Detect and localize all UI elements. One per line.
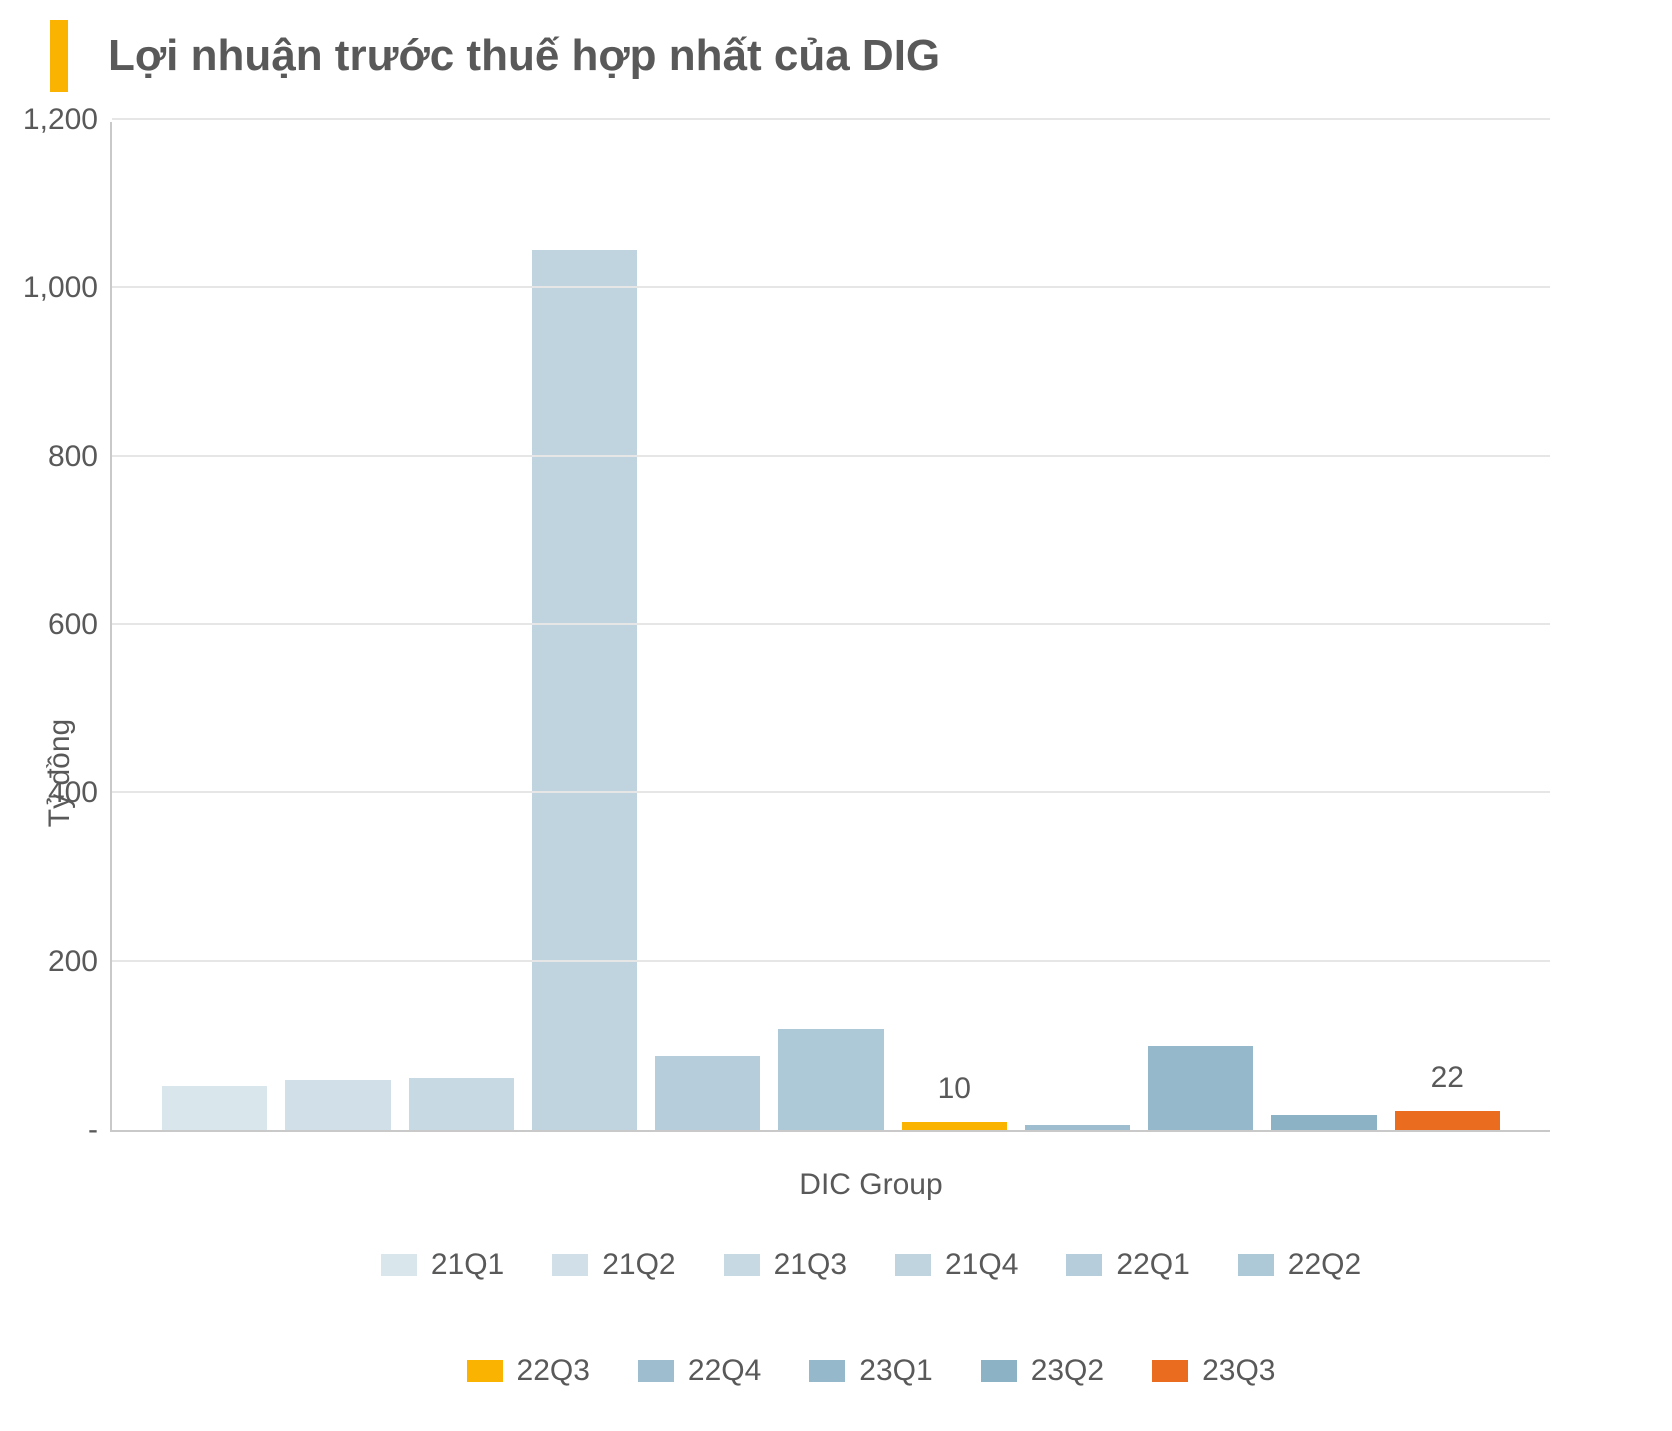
gridline bbox=[112, 623, 1550, 625]
bar-slot-22Q2 bbox=[778, 122, 883, 1130]
legend-label-21Q3: 21Q3 bbox=[774, 1248, 847, 1282]
bar-22Q3 bbox=[902, 1122, 1007, 1130]
legend-swatch-22Q3 bbox=[467, 1360, 503, 1382]
bar-slot-22Q4 bbox=[1025, 122, 1130, 1130]
legend-item-21Q1: 21Q1 bbox=[381, 1248, 504, 1282]
bar-22Q1 bbox=[655, 1056, 760, 1130]
y-tick-label: 800 bbox=[48, 440, 112, 474]
legend-item-22Q4: 22Q4 bbox=[638, 1354, 761, 1388]
legend-item-21Q3: 21Q3 bbox=[724, 1248, 847, 1282]
gridline bbox=[112, 286, 1550, 288]
gridline bbox=[112, 118, 1550, 120]
chart-title: Lợi nhuận trước thuế hợp nhất của DIG bbox=[108, 31, 940, 81]
legend-swatch-21Q3 bbox=[724, 1254, 760, 1276]
bar-23Q2 bbox=[1271, 1115, 1376, 1130]
chart-container: Lợi nhuận trước thuế hợp nhất của DIG Tỷ… bbox=[0, 0, 1672, 1431]
legend-item-23Q2: 23Q2 bbox=[981, 1354, 1104, 1388]
chart-wrap: Tỷ đồng 1022 -2004006008001,0001,200 DIC… bbox=[110, 122, 1632, 1424]
legend-item-21Q4: 21Q4 bbox=[895, 1248, 1018, 1282]
legend-swatch-21Q2 bbox=[552, 1254, 588, 1276]
bar-slot-21Q1 bbox=[162, 122, 267, 1130]
bar-slot-22Q1 bbox=[655, 122, 760, 1130]
bar-slot-23Q1 bbox=[1148, 122, 1253, 1130]
legend-item-23Q1: 23Q1 bbox=[809, 1354, 932, 1388]
legend-item-23Q3: 23Q3 bbox=[1152, 1354, 1275, 1388]
bar-23Q1 bbox=[1148, 1046, 1253, 1130]
y-tick-label: 200 bbox=[48, 945, 112, 979]
y-tick-label: 600 bbox=[48, 608, 112, 642]
legend-label-22Q2: 22Q2 bbox=[1288, 1248, 1361, 1282]
gridline bbox=[112, 960, 1550, 962]
legend-swatch-21Q4 bbox=[895, 1254, 931, 1276]
legend-label-22Q3: 22Q3 bbox=[517, 1354, 590, 1388]
legend-label-23Q2: 23Q2 bbox=[1031, 1354, 1104, 1388]
legend-label-22Q1: 22Q1 bbox=[1116, 1248, 1189, 1282]
legend-swatch-23Q3 bbox=[1152, 1360, 1188, 1382]
y-tick-label: 400 bbox=[48, 776, 112, 810]
legend-label-21Q1: 21Q1 bbox=[431, 1248, 504, 1282]
legend-swatch-22Q4 bbox=[638, 1360, 674, 1382]
gridline bbox=[112, 791, 1550, 793]
bar-slot-21Q2 bbox=[285, 122, 390, 1130]
bar-22Q4 bbox=[1025, 1125, 1130, 1130]
bar-22Q2 bbox=[778, 1029, 883, 1130]
legend-label-22Q4: 22Q4 bbox=[688, 1354, 761, 1388]
legend: 21Q1 21Q2 21Q3 21Q4 22Q1 22Q2 22Q3 22Q4 23Q1 23Q2… bbox=[110, 1248, 1632, 1424]
x-axis-label: DIC Group bbox=[110, 1168, 1632, 1202]
accent-bar bbox=[50, 20, 68, 92]
legend-label-23Q1: 23Q1 bbox=[859, 1354, 932, 1388]
bars-group: 10 22 bbox=[112, 122, 1550, 1130]
legend-swatch-21Q1 bbox=[381, 1254, 417, 1276]
bar-value-label-23Q3: 22 bbox=[1367, 1061, 1527, 1095]
bar-slot-21Q3 bbox=[409, 122, 514, 1130]
bar-21Q4 bbox=[532, 250, 637, 1130]
legend-item-22Q3: 22Q3 bbox=[467, 1354, 590, 1388]
legend-item-21Q2: 21Q2 bbox=[552, 1248, 675, 1282]
y-axis-label: Tỷ đồng bbox=[43, 719, 77, 827]
bar-slot-21Q4 bbox=[532, 122, 637, 1130]
legend-swatch-23Q2 bbox=[981, 1360, 1017, 1382]
bar-23Q3 bbox=[1395, 1111, 1500, 1130]
legend-label-21Q2: 21Q2 bbox=[602, 1248, 675, 1282]
bar-21Q1 bbox=[162, 1086, 267, 1130]
legend-item-22Q1: 22Q1 bbox=[1066, 1248, 1189, 1282]
legend-swatch-22Q2 bbox=[1238, 1254, 1274, 1276]
legend-swatch-23Q1 bbox=[809, 1360, 845, 1382]
bar-slot-23Q3: 22 bbox=[1395, 122, 1500, 1130]
bar-value-label-22Q3: 10 bbox=[874, 1072, 1034, 1106]
bar-slot-22Q3: 10 bbox=[902, 122, 1007, 1130]
plot-area: 1022 -2004006008001,0001,200 bbox=[110, 122, 1550, 1132]
legend-swatch-22Q1 bbox=[1066, 1254, 1102, 1276]
y-tick-label: - bbox=[88, 1113, 112, 1147]
legend-label-23Q3: 23Q3 bbox=[1202, 1354, 1275, 1388]
bar-21Q3 bbox=[409, 1078, 514, 1130]
legend-item-22Q2: 22Q2 bbox=[1238, 1248, 1361, 1282]
bar-slot-23Q2 bbox=[1271, 122, 1376, 1130]
y-tick-label: 1,000 bbox=[23, 271, 112, 305]
title-row: Lợi nhuận trước thuế hợp nhất của DIG bbox=[50, 20, 1632, 92]
bar-21Q2 bbox=[285, 1080, 390, 1131]
gridline bbox=[112, 455, 1550, 457]
legend-label-21Q4: 21Q4 bbox=[945, 1248, 1018, 1282]
y-tick-label: 1,200 bbox=[23, 103, 112, 137]
